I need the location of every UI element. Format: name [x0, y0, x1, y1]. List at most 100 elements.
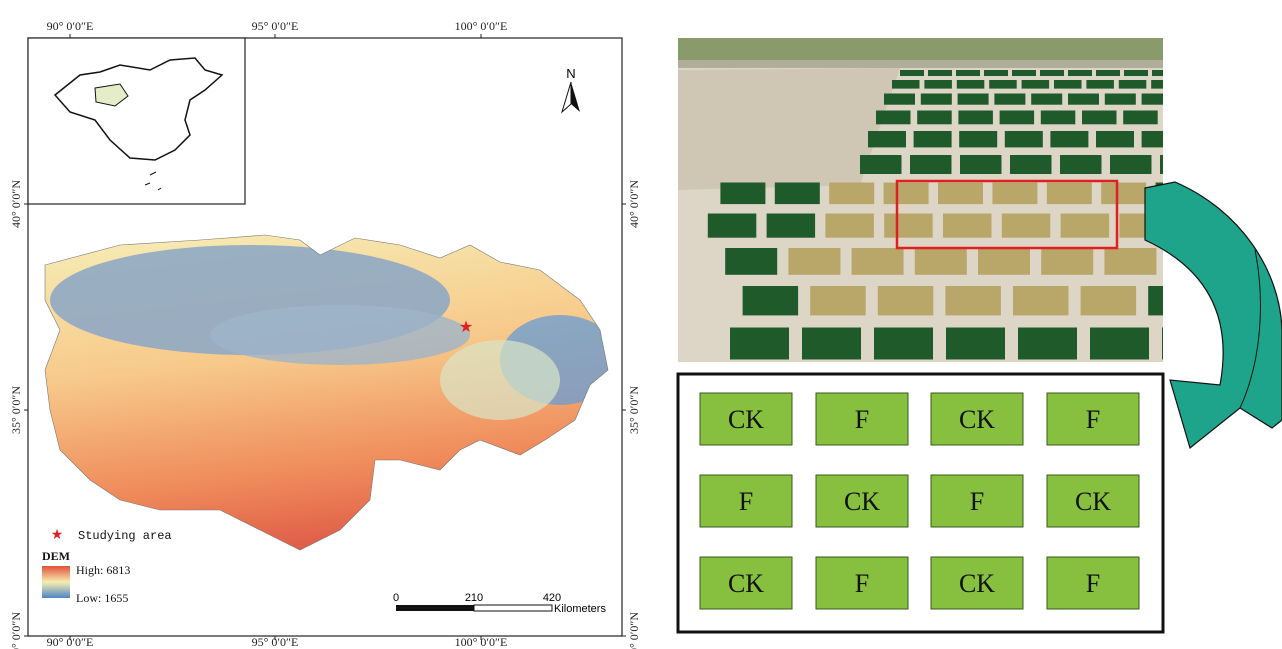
photo-plot: [1160, 155, 1163, 174]
photo-plot: [1068, 70, 1092, 76]
photo-plot: [1005, 131, 1043, 147]
photo-plot: [1081, 286, 1137, 315]
plot-label: CK: [728, 405, 764, 434]
legend-label: Studying area: [78, 529, 172, 543]
photo-plot: [946, 328, 1005, 360]
scale-bar: [474, 605, 552, 611]
north-label: N: [566, 66, 575, 81]
lat-label: 35° 0′0″N: [9, 386, 23, 434]
photo-plot: [1105, 94, 1136, 105]
plot-label: CK: [1075, 487, 1111, 516]
photo-plot: [924, 80, 952, 89]
photo-plot: [874, 328, 933, 360]
photo-plot: [1041, 248, 1093, 275]
figure: ★ N ★ Studying area DEM High: 6813 Low: …: [0, 0, 1282, 649]
photo-plot: [984, 70, 1008, 76]
photo-plot: [958, 111, 993, 125]
flow-arrow: [1145, 182, 1282, 448]
photo-plot: [938, 183, 983, 205]
photo-plot: [720, 183, 765, 205]
photo-plot: [959, 131, 997, 147]
photo-plot: [958, 94, 989, 105]
scale-tick: 0: [393, 592, 399, 604]
plot-label: CK: [959, 405, 995, 434]
photo-plot: [1101, 183, 1146, 205]
photo-plot: [1142, 131, 1163, 147]
photo-plot: [860, 155, 902, 174]
field-photo: [678, 38, 1163, 362]
plot-label: CK: [844, 487, 880, 516]
plot-label: F: [1086, 405, 1100, 434]
scale-tick: 210: [465, 592, 483, 604]
photo-plot: [992, 183, 1037, 205]
photo-plot: [1041, 111, 1076, 125]
plot-label: F: [855, 569, 869, 598]
photo-plot: [852, 248, 904, 275]
photo-plot: [878, 286, 934, 315]
plot-label: F: [1086, 569, 1100, 598]
photo-plot: [1054, 80, 1082, 89]
plot-label: F: [739, 487, 753, 516]
photo-plot: [900, 70, 924, 76]
photo-plot: [1061, 214, 1110, 238]
photo-plot: [1123, 111, 1158, 125]
dem-title: DEM: [42, 549, 70, 563]
photo-plot: [910, 155, 952, 174]
dem-ramp: [42, 566, 70, 598]
lon-label: 95° 0′0″E: [252, 19, 299, 33]
scale-bar: [396, 605, 474, 611]
photo-plot: [1096, 131, 1134, 147]
photo-plot: [945, 286, 1001, 315]
photo-plot: [810, 286, 866, 315]
study-star: ★: [459, 319, 473, 336]
photo-plot: [1096, 70, 1120, 76]
photo-plot: [767, 214, 816, 238]
photo-plot: [917, 111, 952, 125]
photo-plot: [825, 214, 874, 238]
lon-label: 100° 0′0″E: [455, 19, 508, 33]
photo-plot: [1110, 155, 1152, 174]
photo-plot: [1050, 131, 1088, 147]
photo-plot: [956, 70, 980, 76]
photo-plot: [1119, 80, 1147, 89]
photo-plot: [730, 328, 789, 360]
lat-label: 40° 0′0″N: [627, 180, 641, 228]
photo-plot: [1152, 70, 1163, 76]
lon-label: 90° 0′0″E: [47, 19, 94, 33]
photo-plot: [1002, 214, 1051, 238]
photo-plot: [1040, 70, 1064, 76]
photo-plot: [725, 248, 777, 275]
photo-plot: [1086, 80, 1114, 89]
photo-plot: [1060, 155, 1102, 174]
photo-plot: [1013, 286, 1069, 315]
photo-plot: [1018, 328, 1077, 360]
photo-plot: [1082, 111, 1117, 125]
photo-plot: [921, 94, 952, 105]
photo-plot: [1151, 80, 1163, 89]
page: ★ N ★ Studying area DEM High: 6813 Low: …: [0, 0, 1282, 649]
photo-plot: [743, 286, 799, 315]
lat-label: 30° 0′0″N: [9, 612, 23, 649]
photo-plot: [1162, 328, 1163, 360]
photo-plot: [1047, 183, 1092, 205]
photo-plot: [1012, 70, 1036, 76]
photo-plot: [802, 328, 861, 360]
plot-label: F: [855, 405, 869, 434]
photo-plot: [1022, 80, 1050, 89]
photo-plot: [1010, 155, 1052, 174]
photo-plot: [1148, 286, 1163, 315]
photo-plot: [989, 80, 1017, 89]
lat-label: 40° 0′0″N: [9, 180, 23, 228]
photo-plot: [928, 70, 952, 76]
plot-label: CK: [959, 569, 995, 598]
lat-label: 30° 0′0″N: [627, 612, 641, 649]
plot-label: F: [970, 487, 984, 516]
photo-plot: [915, 248, 967, 275]
photo-plot: [884, 94, 915, 105]
photo-plot: [868, 131, 906, 147]
photo-plot: [884, 183, 929, 205]
photo-plot: [960, 155, 1002, 174]
photo-plot: [775, 183, 820, 205]
photo-plot: [788, 248, 840, 275]
photo-plot: [978, 248, 1030, 275]
